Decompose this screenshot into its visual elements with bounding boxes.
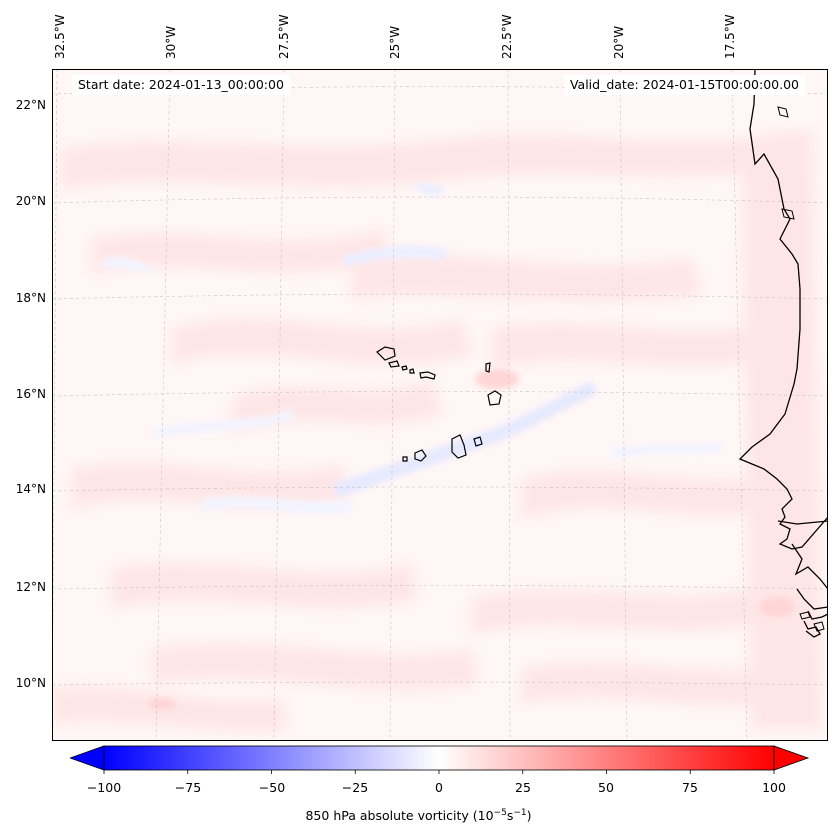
lon-label-17-5w: 17.5°W bbox=[723, 14, 737, 59]
positive-vorticity-regions bbox=[52, 129, 822, 731]
lat-label-12n: 12°N bbox=[15, 580, 46, 594]
valid-date-label: Valid_date: 2024-01-15T00:00:00.00 bbox=[563, 75, 805, 95]
colorbar-tick-label: −50 bbox=[258, 780, 286, 795]
vorticity-map bbox=[52, 69, 828, 741]
stronger-positive-vorticity bbox=[148, 369, 795, 710]
colorbar-tick-label: 0 bbox=[435, 780, 443, 795]
colorbar-extend-min bbox=[70, 745, 105, 771]
start-date-label: Start date: 2024-01-13_00:00:00 bbox=[72, 75, 290, 95]
colorbar-tick-marks bbox=[103, 770, 775, 774]
colorbar-tick-label: 50 bbox=[598, 780, 614, 795]
lat-label-20n: 20°N bbox=[15, 194, 46, 208]
colorbar bbox=[70, 745, 810, 774]
colorbar-tick-label: 75 bbox=[682, 780, 698, 795]
west-africa-coastline bbox=[738, 69, 828, 638]
lat-label-18n: 18°N bbox=[15, 291, 46, 305]
cape-verde-islands bbox=[376, 346, 502, 462]
colorbar-tick-label: −25 bbox=[341, 780, 369, 795]
negative-vorticity-regions bbox=[102, 183, 722, 514]
lat-label-14n: 14°N bbox=[15, 482, 46, 496]
colorbar-label: 850 hPa absolute vorticity (10−5s−1) bbox=[305, 808, 532, 824]
colorbar-gradient bbox=[103, 745, 775, 771]
lon-label-32-5w: 32.5°W bbox=[53, 14, 67, 59]
lon-label-30w: 30°W bbox=[164, 25, 178, 59]
colorbar-tick-label: −100 bbox=[86, 780, 122, 795]
lon-label-20w: 20°W bbox=[612, 25, 626, 59]
gridlines bbox=[52, 69, 828, 741]
colorbar-tick-label: −75 bbox=[174, 780, 202, 795]
lat-label-10n: 10°N bbox=[15, 676, 46, 690]
start-date-text: Start date: 2024-01-13_00:00:00 bbox=[78, 77, 284, 92]
map-frame bbox=[52, 69, 828, 741]
lat-label-22n: 22°N bbox=[15, 98, 46, 112]
lon-label-25w: 25°W bbox=[388, 25, 402, 59]
valid-date-text: Valid_date: 2024-01-15T00:00:00.00 bbox=[569, 77, 799, 92]
lon-label-22-5w: 22.5°W bbox=[500, 14, 514, 59]
colorbar-tick-label: 25 bbox=[515, 780, 531, 795]
colorbar-extend-max bbox=[773, 745, 810, 771]
colorbar-tick-label: 100 bbox=[762, 780, 786, 795]
lat-label-16n: 16°N bbox=[15, 387, 46, 401]
lon-label-27-5w: 27.5°W bbox=[277, 14, 291, 59]
coastline-islands-south bbox=[777, 106, 825, 632]
